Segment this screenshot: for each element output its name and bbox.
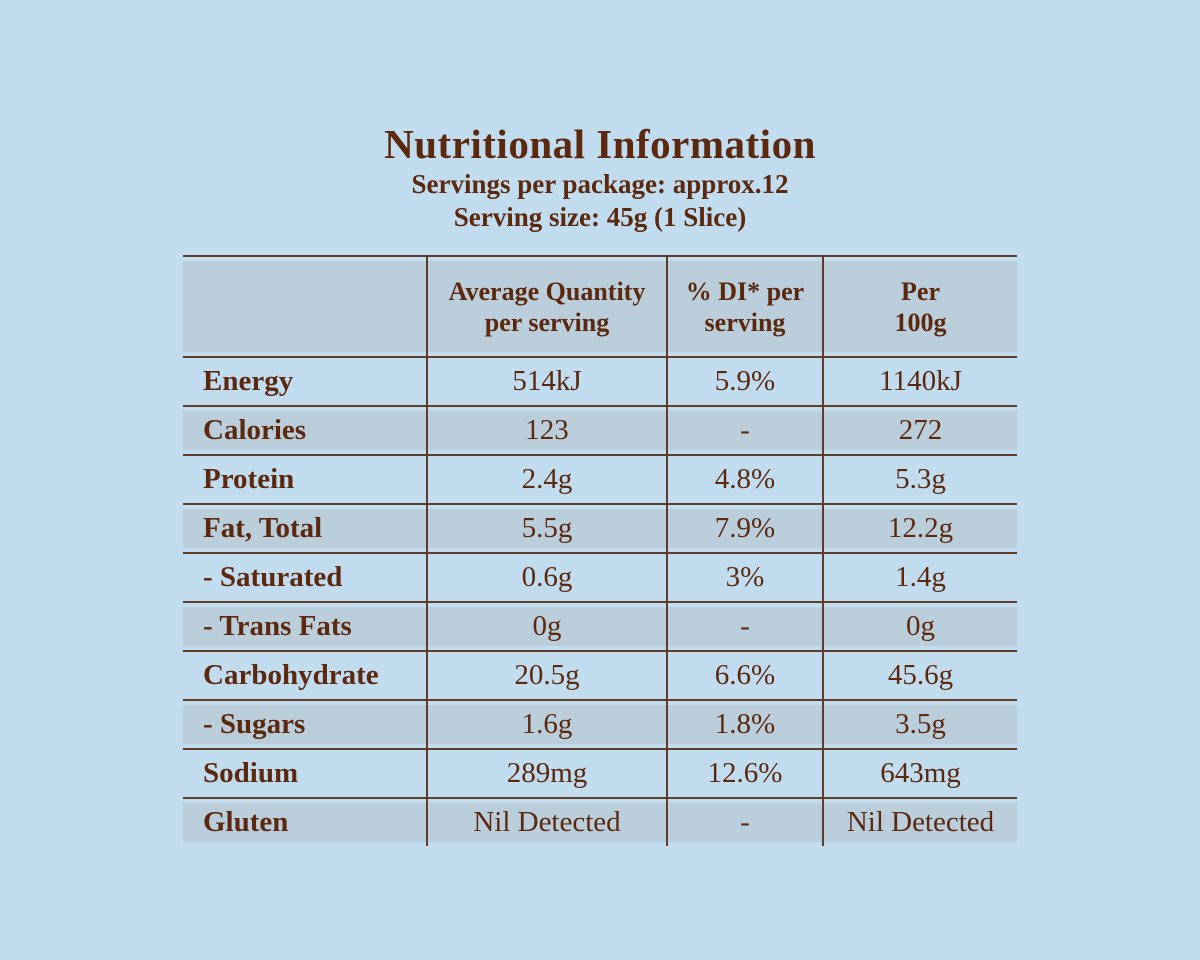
value-per-serving: 289mg	[426, 750, 666, 797]
nutrition-table: Average Quantity per serving % DI* per s…	[183, 255, 1017, 846]
value-per-serving: 1.6g	[426, 701, 666, 748]
value-per-serving: 5.5g	[426, 505, 666, 552]
table-row-gluten: Gluten Nil Detected - Nil Detected	[183, 799, 1017, 846]
column-header-di-per-serving: % DI* per serving	[666, 257, 822, 356]
row-label: Sodium	[203, 757, 299, 789]
table-row-sugars: - Sugars 1.6g 1.8% 3.5g	[183, 701, 1017, 750]
row-label: Protein	[203, 463, 295, 495]
value-di-per-serving: 4.8%	[666, 456, 822, 503]
value-di-per-serving: 3%	[666, 554, 822, 601]
value-per-100g: 12.2g	[822, 505, 1017, 552]
label-header: Nutritional Information Servings per pac…	[0, 0, 1200, 234]
value-per-serving: 514kJ	[426, 358, 666, 405]
servings-per-package-text: Servings per package: approx.12	[411, 169, 789, 199]
row-label: Carbohydrate	[203, 659, 379, 691]
value-per-100g: 1140kJ	[822, 358, 1017, 405]
value-di-per-serving: 12.6%	[666, 750, 822, 797]
row-label: - Trans Fats	[203, 610, 352, 642]
value-di-per-serving: -	[666, 799, 822, 846]
table-header-row: Average Quantity per serving % DI* per s…	[183, 257, 1017, 358]
value-per-100g: 45.6g	[822, 652, 1017, 699]
row-label: Calories	[203, 414, 307, 446]
table-row-calories: Calories 123 - 272	[183, 407, 1017, 456]
row-label: Fat, Total	[203, 512, 323, 544]
value-per-serving: 20.5g	[426, 652, 666, 699]
nutrition-label-panel: Nutritional Information Servings per pac…	[0, 0, 1200, 846]
page-title: Nutritional Information	[384, 121, 816, 167]
value-per-100g: 5.3g	[822, 456, 1017, 503]
table-row-energy: Energy 514kJ 5.9% 1140kJ	[183, 358, 1017, 407]
table-row-saturated: - Saturated 0.6g 3% 1.4g	[183, 554, 1017, 603]
value-per-100g: 1.4g	[822, 554, 1017, 601]
value-per-serving: 2.4g	[426, 456, 666, 503]
row-label: Gluten	[203, 806, 289, 838]
serving-size-text: Serving size: 45g (1 Slice)	[453, 202, 747, 232]
value-per-serving: 123	[426, 407, 666, 454]
value-per-100g: 643mg	[822, 750, 1017, 797]
column-header-per-100g: Per 100g	[822, 257, 1017, 356]
column-header-average-quantity: Average Quantity per serving	[426, 257, 666, 356]
table-row-fat-total: Fat, Total 5.5g 7.9% 12.2g	[183, 505, 1017, 554]
value-di-per-serving: -	[666, 407, 822, 454]
value-di-per-serving: 5.9%	[666, 358, 822, 405]
row-label: Energy	[203, 365, 294, 397]
value-per-100g: Nil Detected	[822, 799, 1017, 846]
value-per-serving: 0.6g	[426, 554, 666, 601]
value-per-100g: 0g	[822, 603, 1017, 650]
value-per-serving: 0g	[426, 603, 666, 650]
value-di-per-serving: 6.6%	[666, 652, 822, 699]
table-row-sodium: Sodium 289mg 12.6% 643mg	[183, 750, 1017, 799]
column-header-blank	[183, 257, 426, 356]
value-di-per-serving: -	[666, 603, 822, 650]
value-di-per-serving: 7.9%	[666, 505, 822, 552]
table-row-protein: Protein 2.4g 4.8% 5.3g	[183, 456, 1017, 505]
value-per-100g: 3.5g	[822, 701, 1017, 748]
value-per-serving: Nil Detected	[426, 799, 666, 846]
value-di-per-serving: 1.8%	[666, 701, 822, 748]
table-row-carbohydrate: Carbohydrate 20.5g 6.6% 45.6g	[183, 652, 1017, 701]
value-per-100g: 272	[822, 407, 1017, 454]
row-label: - Sugars	[203, 708, 306, 740]
row-label: - Saturated	[203, 561, 343, 593]
table-row-trans-fats: - Trans Fats 0g - 0g	[183, 603, 1017, 652]
